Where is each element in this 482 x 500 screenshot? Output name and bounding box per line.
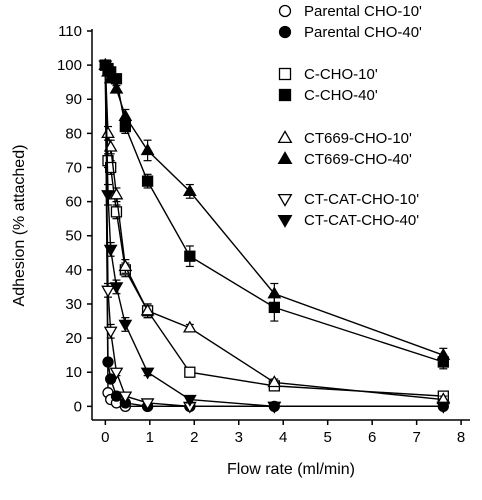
- point-7-1: [101, 190, 115, 203]
- point-7-4: [118, 319, 133, 332]
- series-4: [98, 57, 451, 405]
- legend-marker-0: [278, 4, 292, 18]
- point-6-4: [118, 391, 133, 404]
- legend-label-1: Parental CHO-40': [304, 24, 422, 41]
- legend-marker-2: [278, 67, 292, 81]
- x-tick-label-2: 2: [190, 429, 198, 446]
- point-3-6: [184, 250, 196, 262]
- series-7: [98, 60, 451, 414]
- legend-label-0: Parental CHO-10': [304, 3, 422, 20]
- point-6-1: [101, 285, 115, 298]
- legend-label-6: CT-CAT-CHO-10': [304, 191, 419, 208]
- legend-marker-5: [277, 151, 293, 165]
- point-2-6: [184, 366, 196, 378]
- point-5-3: [109, 81, 124, 94]
- y-tick-label-40: 40: [65, 262, 82, 279]
- point-5-2: [103, 71, 118, 84]
- legend-marker-4: [277, 130, 293, 144]
- legend-label-2: C-CHO-10': [304, 66, 378, 83]
- series-line-0: [104, 65, 190, 408]
- y-tick-label-80: 80: [65, 125, 82, 142]
- y-tick-label-100: 100: [57, 57, 82, 74]
- series-1: [99, 59, 449, 413]
- y-tick-label-60: 60: [65, 194, 82, 211]
- legend-label-4: CT669-CHO-10': [304, 130, 412, 147]
- point-6-5: [140, 398, 155, 411]
- axes: 0 10 20 30 40 50 60 70 80 90 100 110 0 1 2 3 4 5 6 7 8: [57, 23, 470, 446]
- point-7-3: [109, 282, 124, 295]
- point-1-2: [105, 373, 117, 385]
- y-axis-title: Adhesion (% attached): [11, 145, 28, 307]
- point-1-1: [102, 356, 114, 368]
- point-4-2: [103, 139, 118, 152]
- y-tick-label-0: 0: [74, 398, 82, 415]
- series-layer: [98, 57, 451, 414]
- point-6-3: [109, 367, 124, 380]
- x-tick-label-7: 7: [412, 429, 420, 446]
- series-line-1: [104, 65, 444, 408]
- point-4-3: [109, 187, 124, 200]
- point-4-6: [182, 320, 197, 333]
- x-tick-label-4: 4: [279, 429, 287, 446]
- point-2-3: [110, 206, 123, 218]
- point-7-0: [98, 60, 113, 73]
- legend: Parental CHO-10' Parental CHO-40' C-CHO-10…: [277, 3, 422, 229]
- series-line-7: [104, 65, 444, 408]
- point-4-5: [140, 303, 155, 316]
- point-4-4: [118, 259, 133, 272]
- y-tick-label-70: 70: [65, 159, 82, 176]
- point-6-2: [103, 326, 118, 339]
- point-7-5: [140, 367, 155, 380]
- point-7-6: [182, 394, 197, 407]
- x-axis-title: Flow rate (ml/min): [227, 461, 355, 478]
- series-line-2: [104, 65, 444, 397]
- legend-label-5: CT669-CHO-40': [304, 151, 412, 168]
- legend-label-7: CT-CAT-CHO-40': [304, 212, 419, 229]
- legend-marker-3: [278, 88, 292, 102]
- point-5-7: [267, 286, 282, 299]
- point-7-8: [436, 401, 451, 414]
- point-5-4: [118, 109, 133, 121]
- series-2: [99, 59, 449, 402]
- point-4-7: [267, 375, 282, 388]
- x-tick-label-5: 5: [324, 429, 332, 446]
- point-4-1: [101, 126, 115, 139]
- y-tick-label-30: 30: [65, 296, 82, 313]
- point-5-6: [182, 184, 197, 197]
- y-tick-label-90: 90: [65, 91, 82, 108]
- legend-marker-6: [277, 193, 293, 207]
- point-7-7: [267, 401, 282, 414]
- legend-label-3: C-CHO-40': [304, 87, 378, 104]
- x-tick-label-3: 3: [235, 429, 243, 446]
- y-tick-label-20: 20: [65, 330, 82, 347]
- x-tick-label-1: 1: [146, 429, 154, 446]
- y-tick-label-110: 110: [58, 23, 82, 40]
- point-3-5: [141, 175, 154, 187]
- y-tick-label-10: 10: [65, 364, 82, 381]
- series-6: [98, 60, 451, 414]
- y-tick-label-50: 50: [65, 228, 82, 245]
- point-5-5: [140, 143, 155, 156]
- point-7-2: [103, 244, 118, 257]
- series-line-4: [104, 65, 444, 401]
- point-5-8: [436, 347, 451, 360]
- x-tick-label-6: 6: [368, 429, 376, 446]
- legend-marker-1: [278, 25, 292, 39]
- series-line-6: [104, 65, 444, 408]
- x-tick-label-8: 8: [457, 429, 465, 446]
- legend-marker-7: [277, 214, 293, 228]
- x-tick-label-0: 0: [101, 429, 109, 446]
- point-2-2: [105, 161, 117, 174]
